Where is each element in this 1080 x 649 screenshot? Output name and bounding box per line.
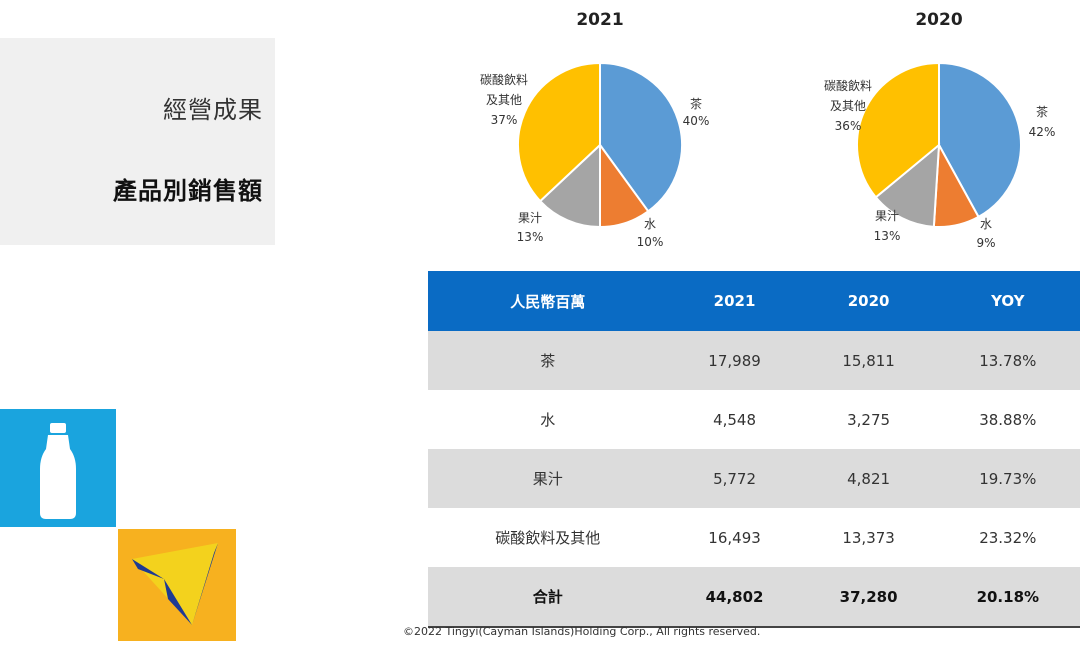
cell-2021: 5,772 [667, 449, 802, 508]
header-unit: 人民幣百萬 [428, 271, 668, 331]
cell-2021: 4,548 [713, 410, 757, 429]
cell-2020: 15,811 [801, 331, 936, 390]
pie-2020 [856, 61, 1022, 228]
cell-2020: 37,280 [801, 567, 936, 628]
pie-2021 [517, 61, 683, 229]
cell-2021: 44,802 [667, 567, 802, 628]
pie-2021-title: 2021 [576, 10, 623, 30]
table-row: 果汁 5,772 4,821 19.73% [428, 449, 1080, 508]
pie-2020-title: 2020 [915, 10, 962, 30]
cell-2020: 4,821 [801, 449, 936, 508]
section-header-panel: 經營成果 產品別銷售額 [0, 38, 275, 245]
copyright: ©2022 Tingyi(Cayman Islands)Holding Corp… [403, 625, 761, 638]
pie-2020-label-soda-2: 及其他 [830, 99, 866, 113]
bottle-tile [0, 409, 116, 527]
section-title: 經營成果 [163, 96, 263, 124]
pie-slice-2021-3 [517, 61, 601, 203]
cell-2021: 16,493 [708, 528, 761, 547]
sales-table: 人民幣百萬 2021 2020 YOY 茶 17,989 15,811 13.7… [428, 271, 1080, 628]
logo-icon [132, 543, 218, 625]
pie-slice-2020-2 [874, 142, 941, 228]
row-label: 果汁 [428, 449, 668, 508]
pie-2021-pct-soda: 37% [491, 113, 518, 127]
cell-2021: 17,989 [667, 331, 802, 390]
table-total-row: 合計 44,802 37,280 20.18% [428, 567, 1080, 628]
header-2020: 2020 [801, 271, 936, 331]
pie-slice-2020-3 [856, 61, 940, 199]
bottle-icon [40, 423, 76, 519]
table-row: 水 4,548 3,275 38.88% [428, 390, 1080, 449]
pie-2021-pct-juice: 13% [517, 230, 544, 244]
row-label: 水 [540, 411, 556, 429]
pie-2021-pct-water: 10% [637, 235, 664, 249]
pie-2021-label-soda-2: 及其他 [486, 93, 522, 107]
header-2021: 2021 [667, 271, 802, 331]
pie-slice-2020-0 [938, 61, 1022, 219]
cell-yoy: 23.32% [979, 528, 1037, 547]
pie-2020-label-tea: 茶 [1036, 104, 1048, 119]
logo-tile [118, 529, 236, 641]
row-label: 合計 [428, 567, 668, 628]
pie-charts: 2021 2020 茶 40% 水 10% 果汁 13% 碳酸飲料 及其他 37… [480, 10, 1056, 250]
row-label: 茶 [428, 331, 668, 390]
table-row: 碳酸飲料及其他 16,493 13,373 23.32% [428, 508, 1080, 567]
section-subtitle: 產品別銷售額 [113, 177, 263, 205]
cell-yoy: 38.88% [979, 410, 1037, 429]
pie-slice-2021-0 [599, 61, 683, 213]
pie-2020-label-juice: 果汁 [875, 209, 899, 223]
pie-2021-label-juice: 果汁 [518, 211, 542, 225]
pie-2020-pct-tea: 42% [1029, 125, 1056, 139]
pie-2021-label-water: 水 [644, 217, 656, 231]
cell-2020: 3,275 [847, 410, 891, 429]
pie-2020-pct-water: 9% [976, 236, 995, 250]
pie-2021-pct-tea: 40% [683, 114, 710, 128]
row-label: 碳酸飲料及其他 [495, 529, 601, 547]
pie-2020-pct-juice: 13% [874, 229, 901, 243]
cell-yoy: 20.18% [935, 567, 1080, 628]
pie-2020-pct-soda: 36% [835, 119, 862, 133]
cell-2020: 13,373 [842, 528, 895, 547]
header-yoy: YOY [935, 271, 1080, 331]
table-header-row: 人民幣百萬 2021 2020 YOY [428, 271, 1080, 331]
pie-2021-label-tea: 茶 [690, 96, 702, 111]
table-row: 茶 17,989 15,811 13.78% [428, 331, 1080, 390]
pie-2020-label-water: 水 [980, 217, 992, 231]
pie-slice-2021-2 [538, 142, 601, 229]
cell-yoy: 13.78% [935, 331, 1080, 390]
pie-2020-label-soda-1: 碳酸飲料 [824, 78, 872, 93]
cell-yoy: 19.73% [935, 449, 1080, 508]
pie-2021-label-soda-1: 碳酸飲料 [480, 72, 528, 87]
